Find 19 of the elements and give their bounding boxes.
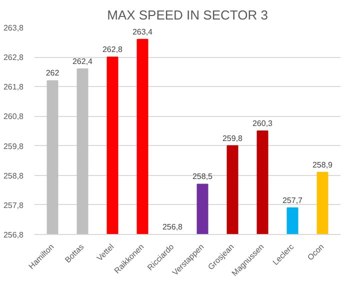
y-tick-label: 256,8 <box>3 230 24 240</box>
data-label: 256,8 <box>162 222 184 232</box>
data-label: 259,8 <box>222 134 244 143</box>
chart-title: MAX SPEED IN SECTOR 3 <box>107 8 268 22</box>
data-label: 258,9 <box>312 160 334 170</box>
data-label: 257,7 <box>282 196 304 205</box>
y-tick-label: 258,8 <box>3 171 24 180</box>
data-label: 260,3 <box>252 119 274 128</box>
y-tick-label: 261,8 <box>3 82 24 92</box>
y-tick-label: 260,8 <box>3 112 24 122</box>
data-label: 262,4 <box>72 56 94 66</box>
y-tick-label: 259,8 <box>3 142 24 151</box>
y-tick-label: 263,8 <box>3 24 24 32</box>
data-label: 263,4 <box>132 27 154 36</box>
data-label: 262,8 <box>102 45 124 54</box>
data-label: 262 <box>46 68 60 78</box>
y-tick-label: 257,8 <box>3 200 24 210</box>
data-label: 258,5 <box>192 172 214 182</box>
y-tick-label: 262,8 <box>3 53 24 62</box>
